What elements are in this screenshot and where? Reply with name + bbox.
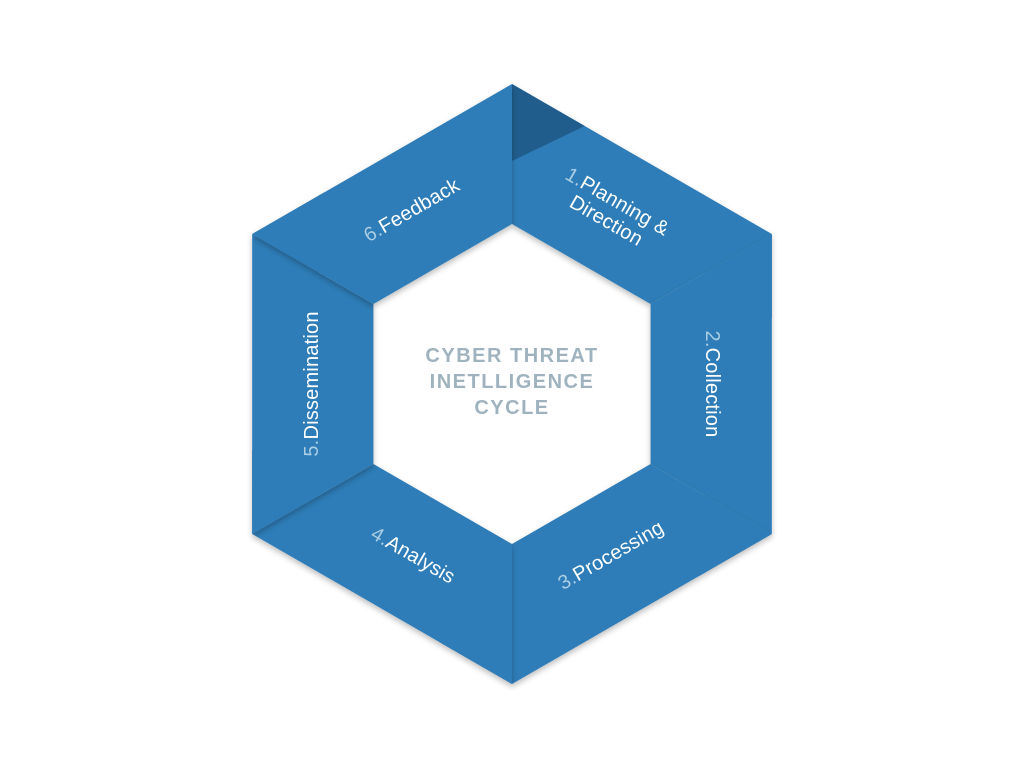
center-title-line: INETLLIGENCE: [430, 371, 595, 393]
segment-text: Dissemination: [301, 311, 323, 439]
center-title-line: CYBER THREAT: [425, 345, 598, 367]
segment-label: 2.Collection: [701, 331, 723, 438]
center-title: CYBER THREAT INETLLIGENCE CYCLE: [425, 345, 598, 419]
center-label: CYBER THREAT INETLLIGENCE CYCLE: [425, 345, 598, 419]
segment-number: 2.: [701, 331, 723, 348]
cycle-diagram: 1.Planning &Direction2.Collection3.Proce…: [0, 0, 1024, 768]
segment-number: 5.: [301, 440, 323, 457]
segment-label: 5.Dissemination: [301, 311, 323, 456]
center-title-line: CYCLE: [474, 397, 549, 419]
segment-text: Collection: [701, 348, 723, 438]
